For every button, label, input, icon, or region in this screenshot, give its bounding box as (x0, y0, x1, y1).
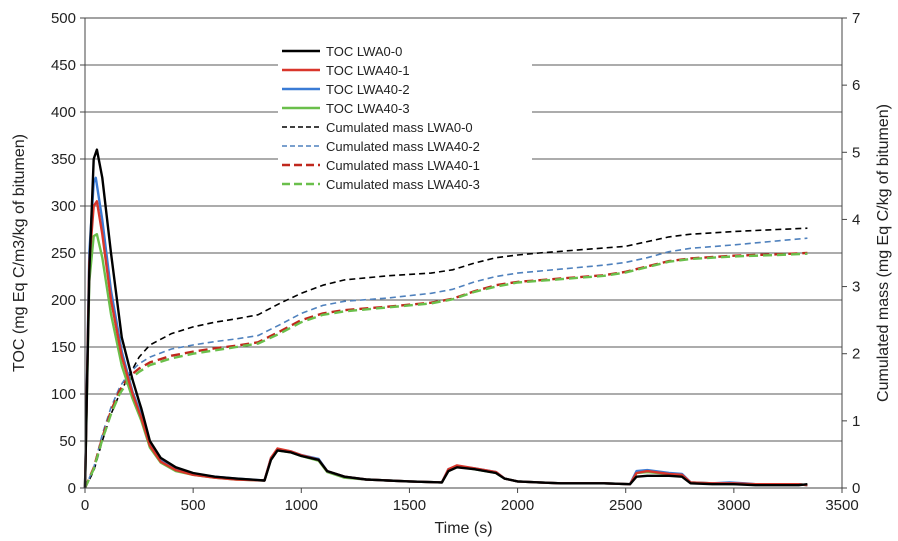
series-line-5 (84, 227, 808, 489)
x-tick-labels: 0 500 1000 1500 2000 2500 3000 3500 (81, 497, 859, 514)
y2-tick-label-0: 0 (852, 480, 860, 497)
x-tick-label-3500: 3500 (825, 497, 858, 514)
x-axis-title: Time (s) (434, 520, 492, 537)
legend-label-2: TOC LWA40-1 (326, 63, 410, 78)
legend-label-7: Cumulated mass LWA40-1 (326, 158, 480, 173)
x-tick-label-0: 0 (81, 497, 89, 514)
legend-label-1: TOC LWA0-0 (326, 44, 402, 59)
y2-tick-label-4: 4 (852, 211, 860, 228)
y-tick-label-150: 150 (51, 339, 76, 356)
y-tick-label-350: 350 (51, 151, 76, 168)
axis-ticks (80, 17, 847, 493)
legend-label-4: TOC LWA40-3 (326, 101, 410, 116)
y2-tick-label-6: 6 (852, 77, 860, 94)
series-line-6 (84, 237, 808, 489)
legend-label-5: Cumulated mass LWA0-0 (326, 120, 473, 135)
x-tick-label-500: 500 (181, 497, 206, 514)
legend-label-6: Cumulated mass LWA40-2 (326, 139, 480, 154)
y-tick-label-200: 200 (51, 292, 76, 309)
y2-tick-label-3: 3 (852, 279, 860, 296)
y-tick-label-100: 100 (51, 386, 76, 403)
y-tick-label-300: 300 (51, 198, 76, 215)
y2-tick-labels: 0 1 2 3 4 5 6 7 (852, 10, 860, 497)
legend-box (278, 39, 532, 197)
series-line-8 (83, 252, 808, 489)
series-line-4 (83, 233, 808, 489)
y2-tick-label-2: 2 (852, 346, 860, 363)
x-tick-label-2500: 2500 (609, 497, 642, 514)
y-tick-label-400: 400 (51, 104, 76, 121)
y-tick-label-0: 0 (68, 480, 76, 497)
y-tick-labels: 0 50 100 150 200 250 300 350 400 450 500 (51, 10, 76, 497)
x-tick-label-2000: 2000 (501, 497, 534, 514)
y-axis-title: TOC (mg Eq C/m3/kg of bitumen) (11, 134, 28, 372)
y2-tick-label-7: 7 (852, 10, 860, 27)
legend-label-3: TOC LWA40-2 (326, 82, 410, 97)
y-tick-label-250: 250 (51, 245, 76, 262)
y2-tick-label-1: 1 (852, 413, 860, 430)
y2-tick-label-5: 5 (852, 144, 860, 161)
series-line-7 (83, 251, 808, 489)
y-tick-label-450: 450 (51, 57, 76, 74)
legend: TOC LWA0-0 TOC LWA40-1 TOC LWA40-2 TOC LWA4… (278, 39, 532, 197)
x-tick-label-1500: 1500 (393, 497, 426, 514)
x-tick-label-1000: 1000 (285, 497, 318, 514)
series-lines (83, 148, 808, 489)
x-tick-label-3000: 3000 (717, 497, 750, 514)
legend-label-8: Cumulated mass LWA40-3 (326, 177, 480, 192)
series-line-1 (83, 148, 808, 489)
y-tick-label-50: 50 (59, 433, 76, 450)
y-tick-label-500: 500 (51, 10, 76, 27)
y2-axis-title: Cumulated mass (mg Eq C/kg of bitumen) (875, 104, 892, 402)
